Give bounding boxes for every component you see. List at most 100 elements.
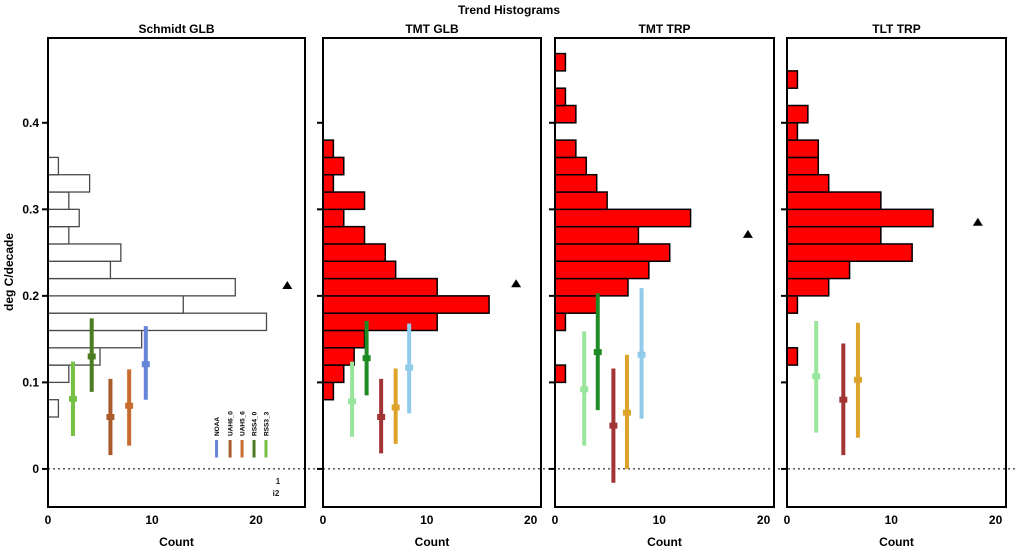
error-bar-marker [839, 396, 848, 403]
histogram-bar [47, 208, 80, 228]
histogram-bar [554, 364, 567, 384]
histogram-bar [786, 243, 913, 263]
histogram-bar [47, 225, 70, 245]
histogram-bar [322, 139, 335, 159]
error-bar-marker [125, 402, 134, 409]
error-bar-marker [580, 386, 589, 393]
panel-title: Schmidt GLB [138, 22, 214, 36]
x-tick-label: 0 [320, 513, 327, 527]
histogram-bar [47, 260, 112, 280]
histogram-bar [322, 381, 335, 401]
error-bar-marker [391, 404, 400, 411]
error-bar-marker [593, 349, 602, 356]
histogram-bar [786, 277, 830, 297]
plot-box-border [322, 37, 542, 508]
histogram-bar [786, 156, 820, 176]
panel-title: TMT GLB [405, 22, 459, 36]
error-bar-marker [622, 409, 631, 416]
histogram-bar [47, 295, 184, 314]
x-tick-label: 0 [784, 513, 791, 527]
error-bar-marker [141, 361, 150, 368]
legend-label: UAH5_6 [240, 411, 247, 436]
histogram-bar [786, 208, 934, 228]
histogram-bar [554, 295, 598, 314]
plot-box-border [47, 37, 306, 508]
histogram-bar [322, 260, 397, 280]
observed-trend-triangle [282, 280, 293, 289]
histogram-bar [554, 225, 640, 245]
histogram-bar [554, 260, 650, 280]
histogram-bar [554, 243, 671, 263]
error-bar-marker [87, 353, 96, 360]
histogram-bar [47, 329, 143, 349]
x-tick-label: 20 [989, 513, 1003, 527]
x-axis-title: Count [159, 535, 194, 549]
histogram-bar [786, 70, 799, 89]
error-bar-marker [377, 414, 386, 421]
observed-trend-triangle [511, 279, 522, 288]
error-bar-marker [812, 373, 821, 380]
histogram-bar [554, 312, 567, 332]
stray-text: i2 [273, 489, 280, 498]
x-tick-label: 10 [145, 513, 159, 527]
x-tick-label: 10 [420, 513, 434, 527]
error-bar-marker [106, 414, 115, 421]
y-tick-label: 0.3 [22, 202, 39, 216]
error-bar-marker [348, 398, 357, 405]
stray-text: 1 [276, 477, 281, 486]
panel-title: TMT TRP [639, 22, 691, 36]
error-bar-marker [609, 422, 618, 429]
x-tick-label: 10 [885, 513, 899, 527]
histogram-bar [322, 243, 387, 263]
histogram-bar [786, 260, 851, 280]
x-tick-label: 20 [757, 513, 771, 527]
histogram-bar [554, 87, 567, 107]
histogram-bar [322, 364, 345, 384]
histogram-bar [47, 156, 60, 176]
histogram-bar [322, 173, 335, 193]
histogram-bar [786, 347, 799, 366]
histogram-bar [322, 191, 366, 211]
histogram-bar [322, 225, 366, 245]
histogram-bar [47, 243, 122, 262]
histogram-bar [322, 329, 366, 349]
histogram-bar [786, 295, 799, 314]
histogram-bar [47, 312, 268, 332]
legend-label: UAH6_0 [228, 411, 235, 436]
histogram-bar [554, 173, 598, 193]
histogram-bar [554, 156, 588, 176]
x-tick-label: 20 [249, 513, 263, 527]
plot-box-border [786, 37, 1007, 508]
histogram-bar [47, 399, 60, 418]
histogram-bar [322, 156, 345, 176]
y-axis-title: deg C/decade [2, 233, 16, 311]
observed-trend-triangle [742, 229, 753, 238]
histogram-bar [786, 139, 820, 159]
legend-label: RSS3_3 [263, 411, 270, 436]
histogram-bar [786, 173, 830, 193]
figure-title: Trend Histograms [458, 3, 560, 17]
x-tick-label: 0 [45, 513, 52, 527]
error-bar-marker [68, 395, 77, 402]
histogram-bar [786, 191, 882, 211]
legend-label: NOAA [214, 417, 221, 436]
error-bar-marker [637, 351, 646, 358]
y-tick-label: 0.4 [22, 116, 39, 130]
x-axis-title: Count [415, 535, 450, 549]
histogram-bar [786, 225, 882, 245]
histogram-bar [322, 347, 355, 366]
x-axis-title: Count [647, 535, 682, 549]
x-axis-title: Count [879, 535, 914, 549]
error-bar-marker [853, 376, 862, 383]
histogram-bar [554, 191, 608, 211]
x-tick-label: 10 [653, 513, 667, 527]
histogram-bar [786, 104, 809, 124]
histogram-bar [322, 295, 490, 314]
histogram-bar [322, 277, 438, 297]
histogram-bar [47, 191, 70, 210]
histogram-bar [554, 139, 577, 159]
y-tick-label: 0.2 [22, 289, 39, 303]
histogram-bar [322, 208, 345, 228]
